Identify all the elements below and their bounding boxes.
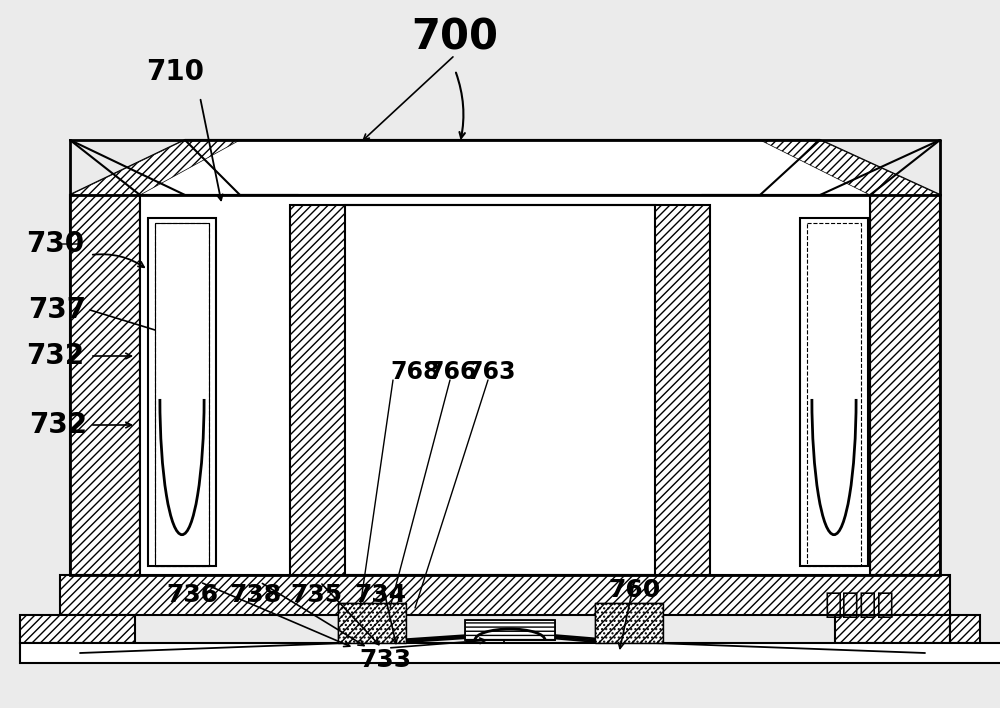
Text: 763: 763 xyxy=(466,360,516,384)
Bar xyxy=(20,615,135,643)
Polygon shape xyxy=(870,195,940,575)
Bar xyxy=(345,205,655,575)
Polygon shape xyxy=(70,195,140,575)
Polygon shape xyxy=(760,140,940,195)
Text: 732: 732 xyxy=(29,411,87,439)
Text: 768: 768 xyxy=(390,360,440,384)
Polygon shape xyxy=(290,205,345,575)
Bar xyxy=(290,205,710,575)
Bar xyxy=(807,223,861,566)
Polygon shape xyxy=(70,140,940,195)
Text: 766: 766 xyxy=(427,360,477,384)
Bar xyxy=(338,603,406,643)
Bar xyxy=(155,223,209,566)
Bar xyxy=(465,620,555,640)
Text: 732: 732 xyxy=(26,342,84,370)
Bar xyxy=(155,223,209,566)
Bar xyxy=(835,615,950,643)
Bar xyxy=(338,603,406,643)
Bar xyxy=(950,615,980,643)
Text: 737: 737 xyxy=(28,296,86,324)
Bar xyxy=(70,195,940,575)
Bar xyxy=(338,603,406,643)
Text: 700: 700 xyxy=(412,17,498,59)
Text: 733: 733 xyxy=(359,648,411,672)
Bar xyxy=(60,575,950,615)
Bar xyxy=(140,195,870,575)
Text: 738: 738 xyxy=(229,583,281,607)
Bar xyxy=(148,218,216,566)
Polygon shape xyxy=(655,205,710,575)
Polygon shape xyxy=(70,140,240,195)
Text: 735: 735 xyxy=(290,583,342,607)
Bar xyxy=(60,575,950,615)
Text: 734: 734 xyxy=(354,583,406,607)
Polygon shape xyxy=(240,140,760,195)
Text: 730: 730 xyxy=(26,230,84,258)
Bar xyxy=(800,218,868,566)
Text: 710: 710 xyxy=(146,58,204,86)
Text: 现有技术: 现有技术 xyxy=(825,591,895,619)
Bar xyxy=(595,603,663,643)
Text: 736: 736 xyxy=(166,583,218,607)
Bar xyxy=(595,603,663,643)
Bar xyxy=(835,615,950,643)
Bar xyxy=(465,620,555,640)
Bar xyxy=(950,615,980,643)
Bar xyxy=(20,615,135,643)
Bar xyxy=(595,603,663,643)
Bar xyxy=(20,643,1000,663)
Text: 760: 760 xyxy=(609,578,661,602)
